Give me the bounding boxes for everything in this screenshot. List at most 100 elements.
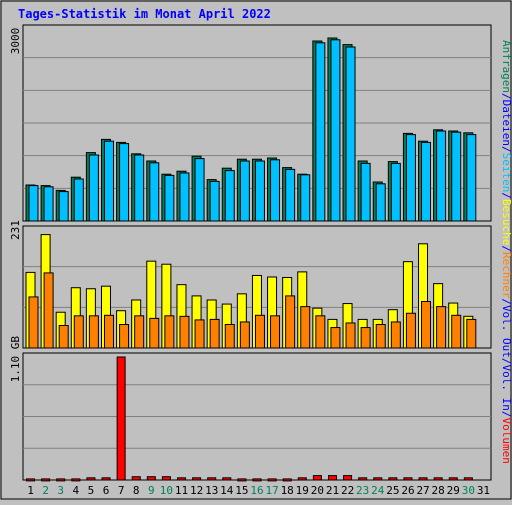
bar-middle-s1-day-2: [43, 272, 54, 349]
bar-middle-s1-day-5: [88, 315, 99, 349]
bar-top-s1-day-26: [405, 134, 416, 222]
bar-middle-s1-day-3: [58, 325, 69, 349]
bar-bottom-s0-day-12: [192, 477, 202, 481]
bar-middle-s1-day-27: [421, 301, 432, 349]
y-tick-label-middle: 231: [9, 220, 22, 240]
bar-bottom-s0-day-26: [403, 477, 413, 481]
bar-top-s1-day-18: [285, 168, 296, 222]
bar-top-s1-day-17: [270, 159, 281, 222]
x-tick-label-day-5: 5: [88, 484, 95, 497]
y-tick-label-bottom: 1.10 GB: [9, 336, 22, 383]
legend-part: Rechner: [500, 252, 512, 299]
legend-part: /: [500, 93, 512, 100]
legend-part: /: [500, 192, 512, 199]
bar-bottom-s0-day-30: [463, 477, 473, 481]
legend-part: /: [500, 411, 512, 418]
bar-middle-s1-day-13: [209, 318, 220, 349]
bar-top-s1-day-19: [300, 174, 311, 222]
bar-middle-s1-day-26: [405, 312, 416, 349]
x-tick-label-day-6: 6: [103, 484, 110, 497]
bar-bottom-s0-day-27: [418, 477, 428, 481]
x-tick-label-day-8: 8: [133, 484, 140, 497]
bar-top-s1-day-7: [119, 143, 130, 222]
x-tick-label-day-27: 27: [416, 484, 429, 497]
legend-part: Besuche: [500, 199, 512, 245]
bar-middle-s1-day-10: [164, 315, 175, 349]
bar-middle-s1-day-30: [466, 318, 477, 349]
bar-bottom-s0-day-25: [388, 477, 398, 481]
bar-top-s1-day-8: [134, 154, 145, 222]
bar-top-s1-day-9: [149, 162, 160, 222]
x-tick-label-day-30: 30: [462, 484, 475, 497]
x-tick-label-day-28: 28: [432, 484, 445, 497]
x-tick-label-day-17: 17: [265, 484, 278, 497]
bar-top-s1-day-25: [390, 162, 401, 222]
bar-bottom-s0-day-6: [101, 477, 111, 481]
bar-middle-s1-day-19: [300, 306, 311, 349]
bar-top-s1-day-10: [164, 174, 175, 222]
bar-bottom-s0-day-21: [327, 475, 337, 481]
bar-middle-s1-day-16: [254, 314, 265, 349]
bar-bottom-s0-day-23: [358, 477, 368, 481]
x-tick-label-day-11: 11: [175, 484, 188, 497]
bar-middle-s1-day-1: [28, 296, 39, 349]
bar-bottom-s0-day-28: [433, 477, 443, 481]
bar-top-s1-day-22: [345, 46, 356, 222]
bar-middle-s1-day-24: [375, 324, 386, 349]
bar-bottom-s0-day-29: [448, 477, 458, 481]
bar-top-s1-day-30: [466, 134, 477, 222]
bar-bottom-s0-day-22: [343, 475, 353, 481]
legend-part: /: [500, 146, 512, 153]
legend-part: Seiten: [500, 153, 512, 193]
x-tick-label-day-20: 20: [311, 484, 324, 497]
bar-bottom-s0-day-10: [161, 476, 171, 481]
x-tick-label-day-16: 16: [250, 484, 263, 497]
bar-bottom-s0-day-20: [312, 475, 322, 481]
legend-part: Volumen: [500, 418, 512, 464]
x-tick-label-day-24: 24: [371, 484, 385, 497]
bar-bottom-s0-day-2: [41, 478, 51, 482]
bar-bottom-s0-day-3: [56, 478, 66, 482]
bar-top-s1-day-13: [209, 180, 220, 222]
bar-top-s1-day-23: [360, 162, 371, 222]
bar-top-s1-day-24: [375, 183, 386, 222]
bar-top-s1-day-15: [239, 160, 250, 222]
bar-top-s1-day-27: [421, 141, 432, 222]
bar-top-s1-day-14: [224, 170, 235, 222]
legend-part: Vol. Out: [500, 305, 512, 358]
bar-bottom-s0-day-14: [222, 477, 232, 481]
x-tick-label-day-19: 19: [296, 484, 309, 497]
x-tick-label-day-15: 15: [235, 484, 248, 497]
x-tick-label-day-22: 22: [341, 484, 354, 497]
bar-top-s1-day-4: [73, 178, 84, 222]
bar-middle-s1-day-12: [194, 319, 205, 349]
bar-top-s1-day-16: [254, 160, 265, 222]
bar-middle-s1-day-29: [451, 314, 462, 349]
bar-top-s1-day-28: [436, 130, 447, 222]
bar-middle-s1-day-14: [224, 324, 235, 349]
bar-bottom-s0-day-11: [177, 477, 187, 481]
bar-top-s1-day-20: [315, 42, 326, 222]
bar-top-s1-day-2: [43, 186, 54, 222]
bar-middle-s1-day-8: [134, 315, 145, 349]
x-tick-label-day-9: 9: [148, 484, 155, 497]
legend-part: /: [500, 358, 512, 365]
bar-bottom-s0-day-1: [26, 478, 36, 482]
bar-bottom-s0-day-17: [267, 478, 277, 482]
x-tick-label-day-21: 21: [326, 484, 339, 497]
x-tick-label-day-2: 2: [42, 484, 49, 497]
bar-middle-s1-day-11: [179, 315, 190, 349]
bar-bottom-s0-day-7: [116, 356, 126, 481]
legend-vertical: Anfragen/Dateien/Seiten/Besuche/Rechner/…: [500, 40, 512, 464]
legend-part: /: [500, 298, 512, 305]
x-tick-label-day-7: 7: [118, 484, 125, 497]
bar-middle-s1-day-25: [390, 321, 401, 349]
legend-part: Dateien: [500, 100, 512, 146]
x-tick-label-day-31: 31: [477, 484, 490, 497]
x-tick-label-day-12: 12: [190, 484, 203, 497]
bar-bottom-s0-day-19: [297, 477, 307, 481]
bar-top-s1-day-21: [330, 39, 341, 222]
bar-top-s1-day-11: [179, 172, 190, 222]
